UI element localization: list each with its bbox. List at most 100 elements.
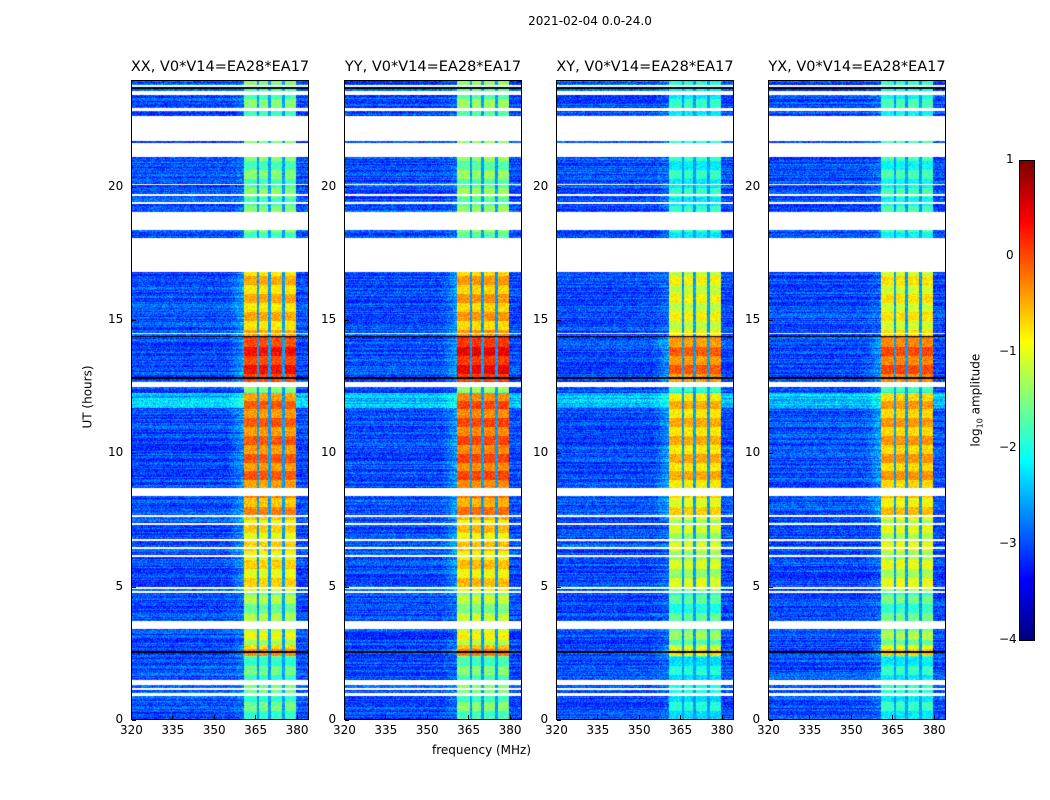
y-tick-mark — [345, 186, 349, 188]
y-tick-label: 10 — [745, 445, 761, 460]
colorbar-label-sub: 10 — [975, 418, 985, 429]
x-tick-mark — [385, 715, 387, 719]
y-tick-label: 15 — [108, 312, 124, 326]
x-tick-mark — [172, 715, 174, 719]
x-tick-label: 365 — [669, 723, 693, 737]
y-tick-label: 15 — [321, 312, 337, 326]
y-tick-mark — [769, 186, 773, 188]
y-tick-mark — [132, 586, 136, 588]
panel-title: YX, V0*V14=EA28*EA17 — [768, 59, 946, 75]
y-tick-label: 10 — [533, 445, 549, 460]
x-tick-mark — [131, 715, 132, 719]
x-tick-mark — [468, 715, 470, 719]
x-tick-mark — [638, 715, 640, 719]
y-tick-mark — [557, 320, 561, 321]
colorbar — [1019, 160, 1035, 641]
x-tick-label: 365 — [244, 723, 268, 737]
heatmap-panel — [556, 80, 734, 720]
x-tick-mark — [296, 715, 298, 719]
colorbar-tick-label: −4 — [999, 632, 1017, 646]
x-tick-label: 365 — [457, 723, 481, 737]
y-tick-mark — [557, 453, 561, 455]
y-tick-mark — [557, 720, 561, 721]
x-tick-mark — [768, 715, 769, 719]
x-tick-mark — [344, 715, 345, 719]
y-tick-label: 15 — [533, 312, 549, 326]
x-tick-label: 365 — [881, 723, 905, 737]
y-tick-mark — [345, 720, 349, 721]
panel-title: XX, V0*V14=EA28*EA17 — [130, 59, 310, 75]
colorbar-label-log: log — [968, 428, 983, 447]
x-tick-label: 380 — [922, 723, 946, 737]
colorbar-tick-label: −1 — [999, 344, 1017, 358]
x-tick-mark — [509, 715, 511, 719]
x-tick-label: 320 — [545, 723, 568, 737]
x-tick-mark — [809, 715, 811, 719]
colorbar-label-rest: amplitude — [968, 353, 983, 419]
x-tick-label: 335 — [161, 723, 185, 737]
y-tick-mark — [132, 186, 136, 188]
x-tick-label: 320 — [333, 723, 356, 737]
colorbar-tick-label: −2 — [999, 440, 1017, 454]
colorbar-label: log10 amplitude — [968, 354, 984, 447]
y-tick-label: 20 — [533, 178, 549, 193]
y-tick-label: 15 — [745, 312, 761, 326]
heatmap-panel — [344, 80, 522, 720]
y-tick-mark — [557, 186, 561, 188]
y-tick-label: 0 — [540, 712, 549, 726]
colorbar-tick-label: −3 — [999, 536, 1017, 550]
y-tick-label: 10 — [108, 445, 124, 460]
y-tick-label: 5 — [328, 578, 337, 593]
y-tick-mark — [345, 586, 349, 588]
x-tick-mark — [933, 715, 935, 719]
x-tick-label: 320 — [757, 723, 780, 737]
y-tick-label: 10 — [321, 445, 337, 460]
x-tick-mark — [255, 715, 257, 719]
figure-title: 2021-02-04 0.0-24.0 — [528, 14, 652, 28]
y-tick-label: 20 — [745, 178, 761, 193]
y-tick-mark — [132, 720, 136, 721]
colorbar-tick-label: 1 — [1006, 152, 1014, 166]
y-tick-label: 0 — [328, 712, 337, 726]
x-tick-mark — [597, 715, 599, 719]
y-tick-label: 5 — [115, 578, 124, 593]
x-tick-label: 380 — [710, 723, 734, 737]
x-tick-mark — [213, 715, 215, 719]
x-tick-label: 380 — [285, 723, 309, 737]
y-tick-mark — [769, 586, 773, 588]
heatmap-panel — [131, 80, 309, 720]
x-tick-label: 335 — [374, 723, 398, 737]
x-tick-label: 335 — [586, 723, 610, 737]
y-axis-label: UT (hours) — [80, 365, 95, 429]
y-tick-label: 5 — [752, 578, 761, 593]
heatmap-panel — [768, 80, 946, 720]
x-tick-label: 350 — [627, 723, 651, 737]
colorbar-tick-label: 0 — [1006, 248, 1014, 262]
y-tick-mark — [345, 453, 349, 455]
y-tick-mark — [345, 320, 349, 321]
x-tick-label: 350 — [202, 723, 226, 737]
y-tick-label: 20 — [108, 178, 124, 193]
y-tick-label: 20 — [321, 178, 337, 193]
y-tick-label: 0 — [115, 712, 124, 726]
y-tick-label: 0 — [752, 712, 761, 726]
x-tick-label: 380 — [498, 723, 522, 737]
y-tick-mark — [769, 320, 773, 321]
x-tick-mark — [426, 715, 428, 719]
x-tick-mark — [721, 715, 723, 719]
panel-title: YY, V0*V14=EA28*EA17 — [344, 59, 522, 75]
y-tick-mark — [769, 720, 773, 721]
x-tick-label: 320 — [120, 723, 143, 737]
panel-title: XY, V0*V14=EA28*EA17 — [556, 59, 734, 75]
x-tick-mark — [680, 715, 682, 719]
x-axis-label: frequency (MHz) — [432, 743, 532, 757]
x-tick-label: 350 — [839, 723, 863, 737]
y-tick-mark — [132, 320, 136, 321]
y-tick-mark — [557, 586, 561, 588]
x-tick-mark — [556, 715, 557, 719]
x-tick-mark — [850, 715, 852, 719]
y-tick-label: 5 — [540, 578, 549, 593]
x-tick-label: 350 — [415, 723, 439, 737]
x-tick-mark — [892, 715, 894, 719]
